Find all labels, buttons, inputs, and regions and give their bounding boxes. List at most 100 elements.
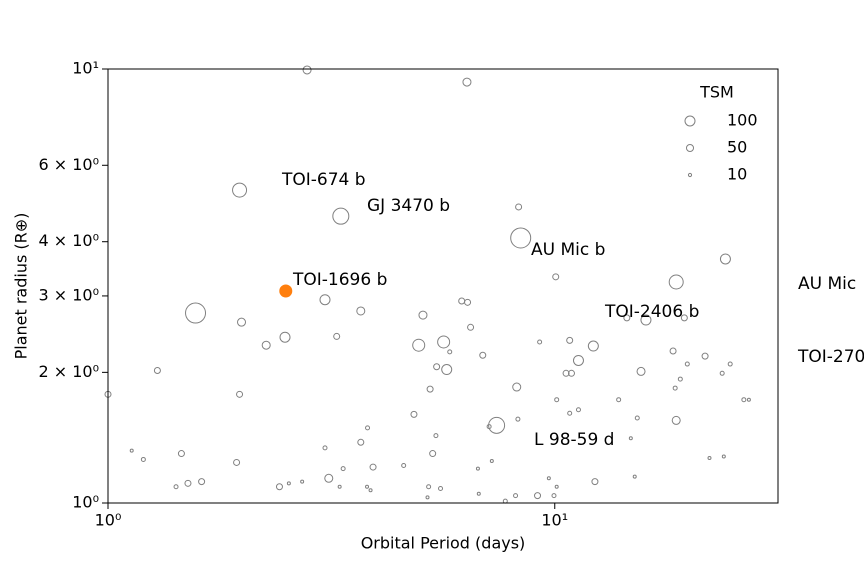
x-tick-label: 10¹ [541, 511, 568, 530]
point [368, 488, 373, 493]
point [198, 478, 206, 486]
legend-marker [684, 115, 696, 127]
point [721, 454, 726, 459]
point [512, 382, 522, 392]
y-tick-label: 2 × 10⁰ [38, 362, 99, 381]
point [356, 306, 366, 316]
point [475, 466, 480, 471]
point [232, 182, 248, 198]
point [410, 410, 418, 418]
point [237, 317, 247, 327]
point [552, 273, 560, 281]
x-axis-label: Orbital Period (days) [361, 534, 526, 553]
point [546, 476, 551, 481]
annotation: L 98-59 d [534, 430, 614, 450]
point [467, 323, 475, 331]
point [300, 479, 305, 484]
point [719, 370, 725, 376]
point [418, 310, 428, 320]
point [429, 450, 437, 458]
plot-frame [107, 68, 779, 504]
point [719, 253, 731, 265]
point [510, 227, 532, 249]
point [572, 354, 584, 366]
point [669, 347, 677, 355]
annotation: TOI-270 [797, 347, 864, 367]
point [534, 492, 542, 500]
point [554, 397, 560, 403]
point [677, 376, 683, 382]
point [173, 484, 179, 490]
point [177, 450, 185, 458]
point [401, 463, 407, 469]
point [333, 332, 341, 340]
point [261, 340, 271, 350]
point [616, 397, 622, 403]
point [513, 493, 519, 499]
point [680, 314, 688, 322]
point [426, 484, 432, 490]
annotation: TOI-674 b [281, 170, 366, 190]
point [433, 433, 439, 439]
point [668, 274, 684, 290]
point [707, 455, 712, 460]
point [426, 385, 434, 393]
annotation: GJ 3470 b [367, 196, 450, 216]
point [684, 361, 690, 367]
point [567, 410, 573, 416]
point [587, 340, 599, 352]
point [701, 352, 709, 360]
point [632, 474, 637, 479]
point [554, 484, 559, 489]
legend-marker [687, 172, 693, 178]
legend-marker [685, 143, 695, 153]
point [486, 424, 492, 430]
point [623, 314, 631, 322]
point [425, 495, 430, 500]
annotation: AU Mic b [531, 240, 605, 260]
point [185, 302, 207, 324]
point [515, 203, 523, 211]
point [279, 331, 291, 343]
point [286, 481, 291, 486]
point [551, 493, 557, 499]
legend-label: 50 [727, 138, 747, 157]
point [438, 485, 444, 491]
annotation: TOI-2406 b [604, 302, 699, 322]
point [640, 314, 652, 326]
point [488, 416, 506, 434]
y-axis-label: Planet radius (R⊕) [12, 213, 31, 360]
point [433, 363, 441, 371]
y-tick-label: 3 × 10⁰ [38, 285, 99, 304]
point [153, 366, 161, 374]
point [236, 390, 244, 398]
legend-title: TSM [699, 83, 734, 102]
point [634, 415, 640, 421]
y-tick-label: 6 × 10⁰ [38, 155, 99, 174]
point [591, 478, 599, 486]
point [537, 339, 543, 345]
point [365, 484, 370, 489]
annotation: AU Mic [798, 274, 856, 294]
point [275, 483, 283, 491]
point [365, 425, 371, 431]
point [462, 77, 472, 87]
point [746, 397, 751, 402]
point [279, 284, 293, 298]
point [671, 415, 681, 425]
legend-label: 10 [727, 165, 747, 184]
point [319, 294, 331, 306]
point [489, 458, 494, 463]
point [447, 349, 453, 355]
point [324, 473, 334, 483]
point [567, 369, 575, 377]
point [369, 463, 377, 471]
point [184, 479, 192, 487]
annotation: TOI-1696 b [292, 270, 387, 290]
point [741, 397, 747, 403]
point [727, 361, 733, 367]
point [357, 438, 365, 446]
